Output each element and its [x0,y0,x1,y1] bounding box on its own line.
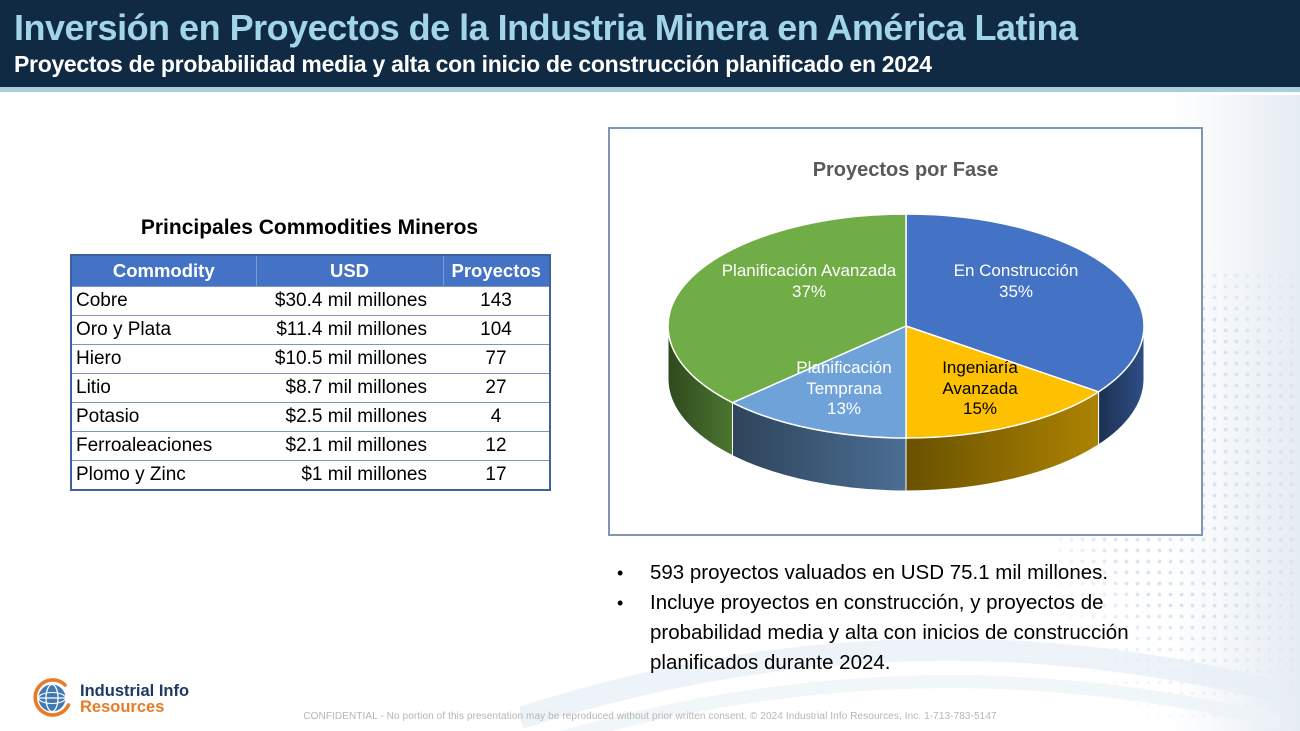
cell-usd: $10.5 mil millones [256,344,443,374]
cell-commodity: Hiero [71,344,256,374]
cell-usd: $11.4 mil millones [256,315,443,345]
cell-proyectos: 104 [443,315,550,345]
logo-text-line2: Resources [80,698,165,716]
table-row: Ferroaleaciones $2.1 mil millones 12 [71,431,550,461]
slide-header: Inversión en Proyectos de la Industria M… [0,0,1300,92]
cell-usd: $2.1 mil millones [256,431,443,461]
cell-proyectos: 17 [443,460,550,490]
cell-proyectos: 27 [443,373,550,403]
cell-commodity: Litio [71,373,256,403]
pie-chart-3d [667,213,1145,492]
commodities-table: Commodity USD Proyectos Cobre $30.4 mil … [70,254,551,491]
bullet-item: 593 proyectos valuados en USD 75.1 mil m… [612,558,1182,588]
cell-usd: $30.4 mil millones [256,286,443,316]
slide-subtitle: Proyectos de probabilidad media y alta c… [14,51,932,77]
cell-proyectos: 143 [443,286,550,316]
column-header-usd: USD [255,255,443,287]
chart-title: Proyectos por Fase [812,159,999,181]
column-header-commodity: Commodity [71,255,256,287]
cell-proyectos: 4 [443,402,550,432]
company-logo: Industrial Info Resources [28,678,189,720]
column-header-proyectos: Proyectos [442,255,550,287]
table-row: Plomo y Zinc $1 mil millones 17 [71,460,550,490]
cell-usd: $8.7 mil millones [256,373,443,403]
pie-chart-panel: Proyectos por Fase En Construcción 35% I… [608,127,1203,536]
slide-title: Inversión en Proyectos de la Industria M… [14,7,1078,48]
logo-text-line1: Industrial Info [80,681,190,700]
cell-commodity: Cobre [71,286,256,316]
cell-commodity: Plomo y Zinc [71,460,256,490]
confidential-notice: CONFIDENTIAL - No portion of this presen… [303,711,997,722]
cell-commodity: Oro y Plata [71,315,256,345]
cell-proyectos: 77 [443,344,550,374]
cell-usd: $1 mil millones [256,460,443,490]
cell-proyectos: 12 [443,431,550,461]
commodities-section: Principales Commodities Mineros Commodit… [70,216,551,491]
table-row: Hiero $10.5 mil millones 77 [71,344,550,374]
cell-commodity: Potasio [71,402,256,432]
globe-logo-icon [33,678,71,717]
table-title: Principales Commodities Mineros [140,216,479,239]
cell-commodity: Ferroaleaciones [71,431,256,461]
table-row: Oro y Plata $11.4 mil millones 104 [71,315,550,345]
table-row: Litio $8.7 mil millones 27 [71,373,550,403]
notes-section: 593 proyectos valuados en USD 75.1 mil m… [612,558,1182,678]
bullet-item: Incluye proyectos en construcción, y pro… [612,588,1182,678]
table-row: Cobre $30.4 mil millones 143 [71,286,550,316]
table-header-row: Commodity USD Proyectos [71,255,550,287]
cell-usd: $2.5 mil millones [256,402,443,432]
table-row: Potasio $2.5 mil millones 4 [71,402,550,432]
